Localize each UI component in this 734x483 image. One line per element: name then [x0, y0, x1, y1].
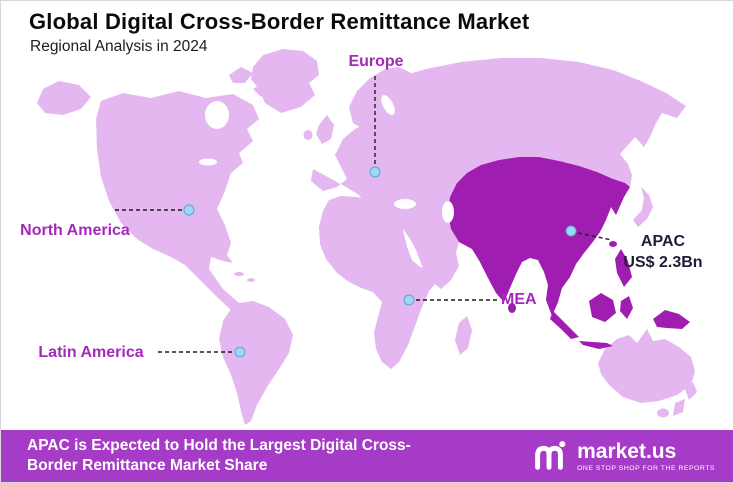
map-apac-mainland [448, 157, 630, 316]
map-madagascar [455, 316, 472, 355]
map-south-america [219, 301, 293, 425]
label-apac: APAC US$ 2.3Bn [615, 232, 711, 274]
marker-dots [183, 166, 577, 358]
map-arctic-islands [229, 67, 271, 97]
map-caribbean-island [247, 278, 255, 282]
map-sumatra [550, 311, 579, 339]
map-cuba [234, 272, 244, 276]
map-iceland [297, 83, 311, 93]
banner-line-1: APAC is Expected to Hold the Largest Dig… [27, 436, 411, 454]
label-apac-value: US$ 2.3Bn [623, 253, 703, 271]
map-tasmania [657, 408, 669, 418]
map-sri-lanka [508, 303, 516, 313]
page-subtitle: Regional Analysis in 2024 [30, 38, 208, 55]
map-black-sea [394, 199, 416, 209]
marketus-logo: market.us ONE STOP SHOP FOR THE REPORTS [530, 437, 715, 475]
map-africa [319, 196, 445, 369]
map-australia [598, 329, 695, 403]
map-north-america [96, 91, 259, 311]
page-title: Global Digital Cross-Border Remittance M… [29, 9, 530, 34]
map-philippines [615, 249, 632, 287]
map-baltic-sea [381, 95, 395, 115]
leader-lines [115, 76, 613, 353]
map-hudson-bay [205, 101, 229, 129]
map-ireland [303, 130, 313, 140]
bottom-banner: APAC is Expected to Hold the Largest Dig… [1, 430, 733, 482]
map-lakes [199, 95, 454, 223]
apac-marker-dot [565, 225, 577, 237]
label-apac-name: APAC [640, 233, 686, 250]
banner-line-2: Border Remittance Market Share [27, 457, 268, 474]
label-latin-america: Latin America [38, 344, 144, 361]
europe-marker-dot [369, 166, 381, 178]
logo-name: market.us [577, 439, 677, 463]
map-taiwan [609, 241, 617, 247]
marketus-logo-m-icon [535, 441, 566, 470]
mea-marker-dot [403, 294, 415, 306]
apac-leader-line [577, 232, 613, 241]
map-borneo [589, 293, 616, 322]
map-java [579, 341, 613, 349]
map-scandinavia [349, 67, 411, 129]
label-mea: MEA [501, 291, 537, 308]
label-europe: Europe [348, 53, 404, 70]
latin-america-marker-dot [234, 346, 246, 358]
map-united-kingdom [316, 115, 334, 144]
map-great-lakes [199, 158, 217, 166]
north-america-marker-dot [183, 204, 195, 216]
map-new-guinea [653, 310, 690, 329]
map-new-zealand [673, 382, 697, 416]
logo-tagline: ONE STOP SHOP FOR THE REPORTS [577, 464, 715, 472]
map-sulawesi [620, 296, 633, 319]
label-north-america: North America [20, 222, 130, 239]
banner-text: APAC is Expected to Hold the Largest Dig… [27, 436, 411, 477]
logo-text-block: market.us ONE STOP SHOP FOR THE REPORTS [577, 441, 715, 472]
map-caspian-sea [442, 201, 454, 223]
map-region-apac-highlight [448, 157, 690, 349]
map-greenland [251, 49, 319, 113]
map-japan [633, 187, 653, 227]
map-continents-base [37, 49, 697, 425]
map-alaska [37, 81, 91, 115]
